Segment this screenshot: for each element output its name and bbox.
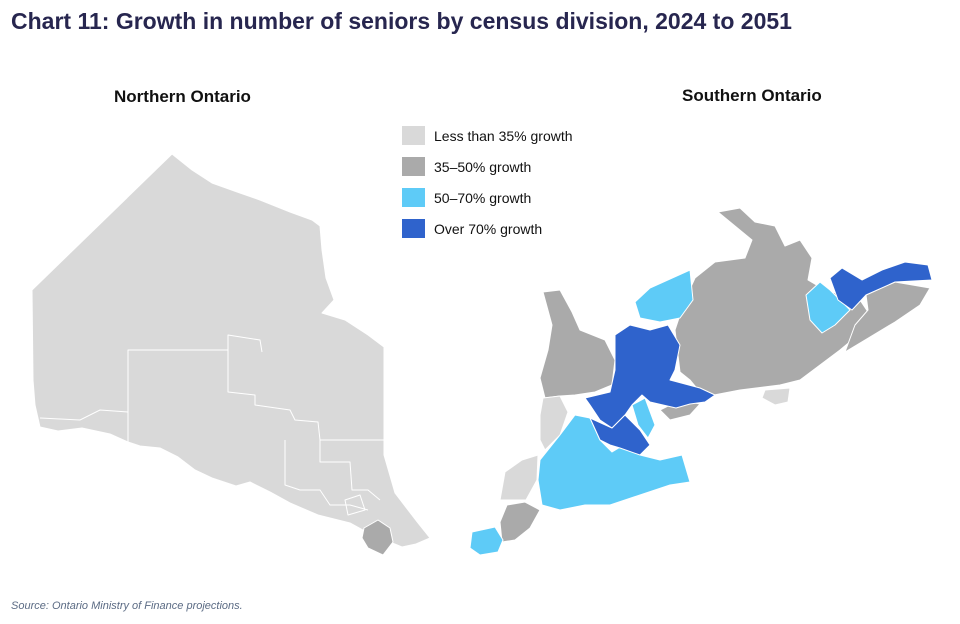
legend-label: Over 70% growth — [434, 220, 543, 237]
waterloo-wellington-peel-divisions — [589, 414, 651, 456]
northern-district-division — [39, 409, 129, 421]
legend-label: 50–70% growth — [434, 189, 532, 206]
legend-swatch — [402, 219, 425, 238]
prince-edward-division — [761, 387, 791, 406]
legend-swatch — [402, 126, 425, 145]
legend-swatch — [402, 157, 425, 176]
southern-ontario-label: Southern Ontario — [682, 86, 822, 105]
northern-ontario-map — [31, 153, 431, 556]
huron-division — [539, 395, 569, 451]
northern-district-division — [344, 494, 366, 516]
northern-district-division — [227, 350, 384, 441]
lambton-division — [499, 454, 539, 501]
simcoe-york-dufferin-divisions — [584, 324, 716, 429]
northern-district-division — [284, 440, 369, 511]
lanark-division — [805, 281, 851, 334]
muskoka-haliburton-divisions — [634, 269, 694, 323]
legend-item-35-50: 35–50% growth — [402, 151, 573, 182]
northern-district-division — [319, 440, 381, 501]
northern-district-division — [127, 334, 263, 442]
southern-ontario-map — [469, 207, 933, 556]
ottawa-prescott-russell-divisions — [829, 261, 933, 311]
legend-item-over-70: Over 70% growth — [402, 213, 573, 244]
source-note: Source: Ontario Ministry of Finance proj… — [11, 600, 243, 612]
halton-division — [631, 397, 656, 439]
bruce-grey-divisions — [539, 289, 616, 399]
northern-ontario-label: Northern Ontario — [114, 87, 251, 106]
legend-label: Less than 35% growth — [434, 127, 573, 144]
legend-item-under-35: Less than 35% growth — [402, 120, 573, 151]
legend-item-50-70: 50–70% growth — [402, 182, 573, 213]
northern-ontario-region — [31, 153, 431, 548]
essex-division — [469, 526, 504, 556]
legend: Less than 35% growth 35–50% growth 50–70… — [402, 120, 573, 244]
eastern-ontario-ridge-divisions — [844, 281, 931, 353]
legend-swatch — [402, 188, 425, 207]
legend-label: 35–50% growth — [434, 158, 532, 175]
chart-title: Chart 11: Growth in number of seniors by… — [11, 8, 792, 34]
southwestern-ontario-divisions — [537, 414, 691, 511]
greater-sudbury-division — [361, 519, 394, 556]
essex-chatham-divisions — [499, 501, 541, 543]
